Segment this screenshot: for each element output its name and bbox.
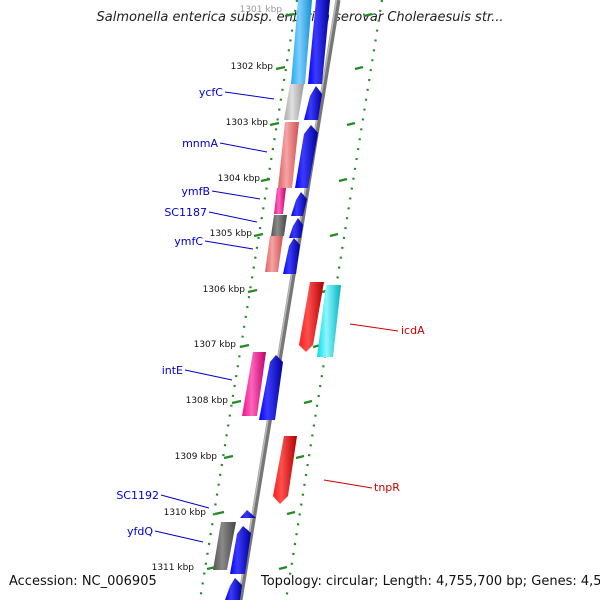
gene-icdA-arrow [299,282,324,352]
gene-label-ycfC[interactable]: ycfC [199,86,223,99]
tick-track-left [198,0,299,600]
label-leaders [154,91,399,543]
forward-genes[interactable] [225,0,330,600]
gene-label-yfdQ[interactable]: yfdQ [127,525,153,538]
tick-label: 1301 kbp [240,5,283,15]
tick-label: 1306 kbp [203,285,246,295]
gene-label-ymfC[interactable]: ymfC [174,235,203,248]
gene-label-tnpR[interactable]: tnpR [374,481,400,494]
gene-label-ymfB[interactable]: ymfB [181,185,210,198]
gene-ymfB-arrow [291,192,307,216]
genome-backbone [237,0,341,600]
cog-feature-track [213,0,312,570]
gene-icdA-cog [317,285,341,357]
gene-tnpR-arrow [273,436,297,504]
gene-label-SC1192[interactable]: SC1192 [116,489,159,502]
tick-label: 1309 kbp [175,452,218,462]
topology-text: Topology: circular; Length: 4,755,700 bp… [261,574,600,589]
gene-mnmA-arrow [295,125,318,188]
gene-yfdQ-arrow [230,526,251,574]
gene-label-intE[interactable]: intE [162,364,183,377]
tick-label: 1302 kbp [231,62,274,72]
gene-ycfC-feature [308,0,330,84]
tick-label: 1310 kbp [164,508,207,518]
tick-label: 1304 kbp [218,174,261,184]
gene-label-mnmA[interactable]: mnmA [182,137,218,150]
gene-ycfC-arrow [304,86,322,120]
gene-label-icdA[interactable]: icdA [401,324,425,337]
gene-label-SC1187[interactable]: SC1187 [164,206,207,219]
gene-bottom-arrow [225,578,242,600]
tick-track-right [284,0,384,600]
gene-SC1192-arrow [240,510,256,518]
gene-ymfC-arrow [283,238,300,274]
tick-label: 1303 kbp [226,118,269,128]
tick-label: 1307 kbp [194,340,237,350]
reverse-genes[interactable] [273,282,341,504]
accession-text: Accession: NC_006905 [9,574,157,589]
gene-intE-arrow [259,355,283,420]
tick-label: 1308 kbp [186,396,229,406]
tick-label: 1305 kbp [210,229,253,239]
tick-label: 1311 kbp [152,563,195,573]
gene-SC1187-arrow [289,218,303,238]
